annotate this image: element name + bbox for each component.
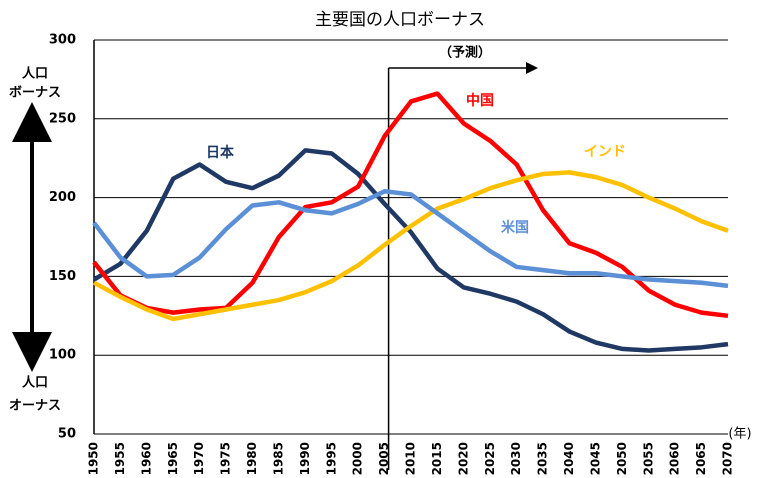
- x-tick-label: 2040: [562, 442, 576, 475]
- x-tick-label: 1975: [219, 442, 233, 475]
- x-tick-label: 1980: [245, 442, 259, 475]
- x-tick-label: 1990: [298, 442, 312, 475]
- upper-label: 人口: [22, 66, 48, 82]
- x-unit-label: (年): [728, 427, 751, 442]
- x-tick-label: 2055: [641, 442, 655, 475]
- series-line: [92, 91, 729, 319]
- series-line: [92, 189, 729, 289]
- lower-label: オーナス: [9, 399, 61, 414]
- x-tick-label: 1965: [166, 442, 180, 475]
- x-tick-label: 2030: [509, 442, 523, 475]
- x-tick-label: 1950: [87, 442, 101, 475]
- x-tick-label: 2065: [694, 442, 708, 475]
- series-label: 日本: [206, 144, 235, 161]
- x-tick-label: 2000: [351, 442, 365, 475]
- lower-label: 人口: [22, 375, 48, 391]
- forecast-label: （予測）: [439, 45, 491, 61]
- x-tick-label: 2025: [483, 442, 497, 475]
- upper-label: ボーナス: [9, 85, 61, 101]
- series-line: [92, 148, 729, 353]
- x-tick-label: 1955: [113, 442, 127, 475]
- chart-title: 主要国の人口ボーナス: [315, 10, 485, 30]
- x-tick-label: 2035: [536, 442, 550, 475]
- x-tick-label: 2045: [588, 442, 602, 475]
- series-line: [92, 170, 729, 322]
- x-tick-label: 2070: [721, 442, 735, 475]
- x-tick-label: 2015: [430, 442, 444, 475]
- y-tick-label: 250: [49, 111, 76, 126]
- x-tick-label: 1995: [324, 442, 338, 475]
- x-tick-label: 1970: [192, 442, 206, 475]
- y-tick-label: 150: [49, 269, 76, 284]
- y-tick-label: 200: [49, 190, 76, 205]
- y-tick-label: 50: [58, 427, 76, 442]
- series-label: 中国: [466, 92, 494, 109]
- x-tick-label: 2050: [615, 442, 629, 475]
- x-tick-label: 2020: [456, 442, 470, 475]
- y-tick-label: 300: [49, 33, 76, 48]
- y-tick-label: 100: [49, 348, 76, 363]
- series-label: 米国: [501, 219, 529, 236]
- x-tick-label: 2010: [404, 442, 418, 475]
- series-label: インド: [584, 144, 626, 160]
- x-tick-label: 1985: [271, 442, 285, 475]
- x-tick-label: 2005: [377, 442, 391, 475]
- x-tick-label: 1960: [139, 442, 153, 475]
- x-tick-label: 2060: [668, 442, 682, 475]
